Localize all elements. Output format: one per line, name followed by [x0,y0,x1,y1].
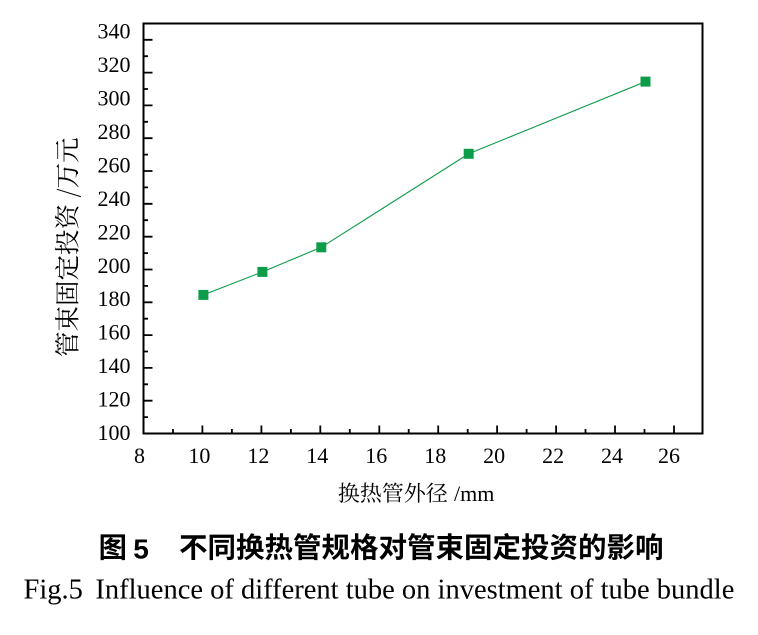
svg-text:8: 8 [134,443,145,468]
svg-text:340: 340 [98,19,131,44]
svg-text:120: 120 [98,387,131,412]
svg-text:220: 220 [98,219,131,244]
svg-text:16: 16 [365,443,387,468]
svg-text:260: 260 [98,152,131,177]
svg-text:140: 140 [98,353,131,378]
svg-text:300: 300 [98,86,131,111]
svg-text:100: 100 [98,420,131,445]
svg-text:12: 12 [247,443,269,468]
svg-text:160: 160 [98,320,131,345]
svg-text:18: 18 [424,443,446,468]
svg-text:180: 180 [98,286,131,311]
svg-text:240: 240 [98,186,131,211]
svg-text:280: 280 [98,119,131,144]
svg-text:5: 5 [133,534,149,565]
svg-text:320: 320 [98,52,131,77]
svg-text:24: 24 [601,443,623,468]
svg-text:26: 26 [658,443,680,468]
svg-text:22: 22 [542,443,564,468]
svg-text:14: 14 [306,443,328,468]
svg-text:200: 200 [98,253,131,278]
svg-text:10: 10 [188,443,210,468]
svg-text:/mm: /mm [454,481,494,506]
svg-text:20: 20 [483,443,505,468]
